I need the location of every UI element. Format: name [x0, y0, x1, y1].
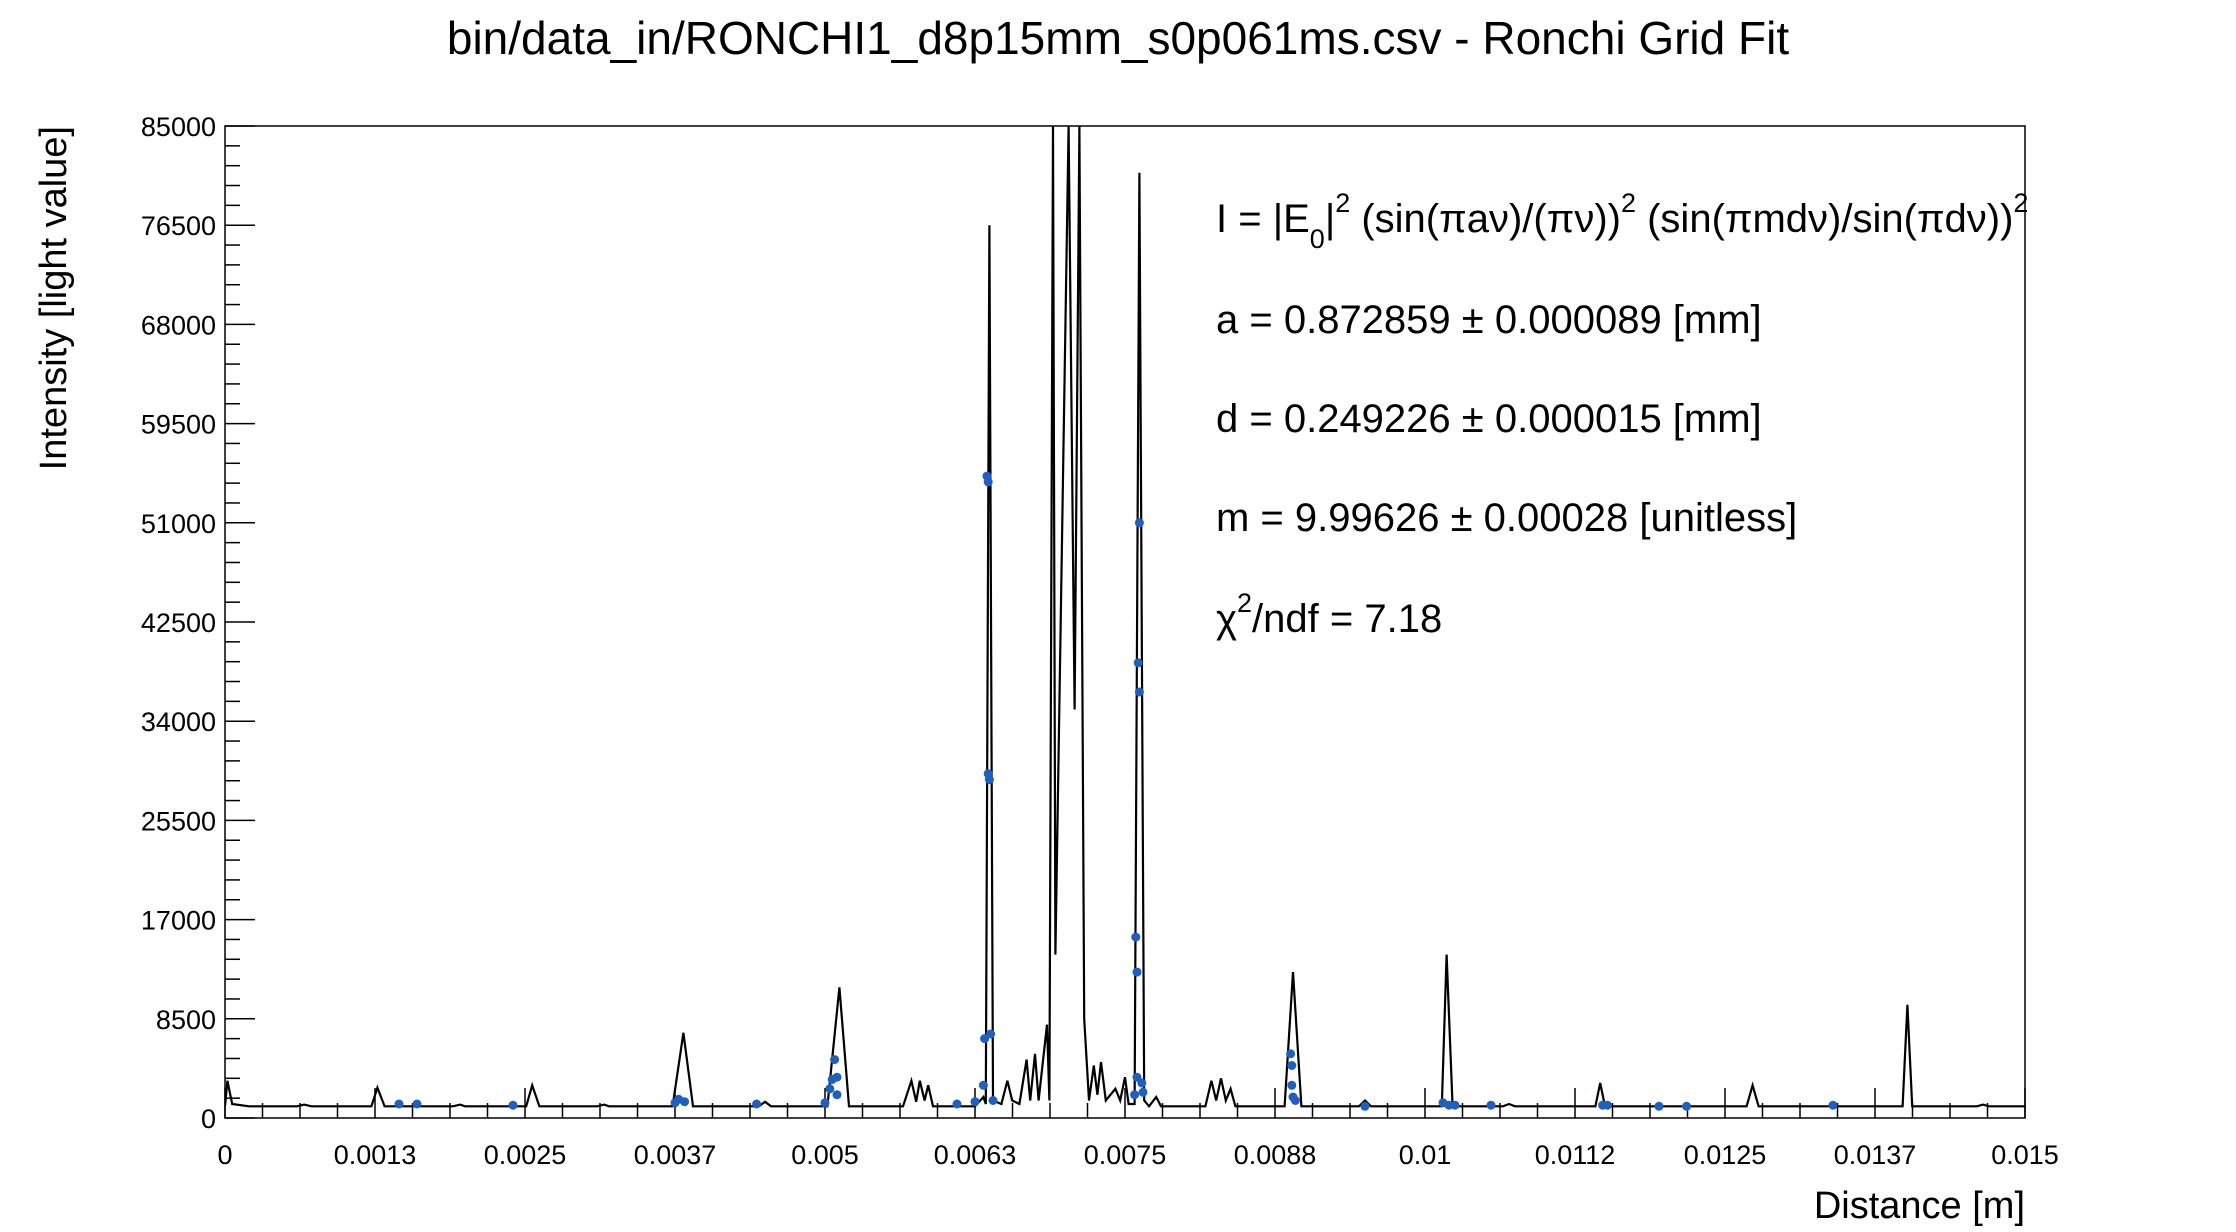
y-tick-label: 17000 — [141, 906, 216, 936]
fit-point — [983, 477, 993, 487]
fit-point — [1134, 518, 1144, 528]
fit-point — [825, 1084, 835, 1094]
fit-point — [1654, 1101, 1664, 1111]
y-tick-label: 8500 — [156, 1005, 216, 1035]
x-tick-label: 0.01 — [1399, 1140, 1452, 1170]
y-tick-label: 76500 — [141, 211, 216, 241]
fit-point — [952, 1099, 962, 1109]
fit-point — [1138, 1087, 1148, 1097]
param-m-label: m = 9.99626 ± 0.00028 [unitless] — [1216, 496, 1797, 540]
fit-point — [1137, 1078, 1147, 1088]
param-a-label: a = 0.872859 ± 0.000089 [mm] — [1216, 298, 1762, 342]
fit-point — [394, 1099, 404, 1109]
fit-point — [1360, 1101, 1370, 1111]
fit-point — [970, 1097, 980, 1107]
chi-square-label: χ2/ndf = 7.18 — [1216, 588, 1442, 641]
x-axis-title: Distance [m] — [1814, 1185, 2025, 1227]
x-tick-label: 0.0088 — [1234, 1140, 1317, 1170]
x-tick-label: 0.0037 — [634, 1140, 717, 1170]
fit-point — [1828, 1100, 1838, 1110]
fit-point — [1602, 1100, 1612, 1110]
fit-point — [988, 1096, 998, 1105]
fit-point — [752, 1099, 762, 1109]
fit-point — [1133, 658, 1143, 668]
x-tick-label: 0.0063 — [934, 1140, 1017, 1170]
fit-point — [984, 775, 994, 785]
fit-point — [986, 1029, 996, 1039]
plot-frame — [224, 125, 2026, 1119]
fit-point — [830, 1055, 840, 1065]
fit-point — [1286, 1049, 1296, 1059]
fit-point — [1287, 1061, 1297, 1070]
fit-point — [832, 1072, 842, 1082]
y-tick-label: 59500 — [141, 410, 216, 440]
fit-point — [832, 1090, 842, 1100]
y-tick-label: 0 — [201, 1104, 216, 1134]
y-tick-label: 25500 — [141, 806, 216, 836]
fit-point — [1130, 1090, 1140, 1100]
fit-point — [1450, 1100, 1460, 1110]
fit-point — [1287, 1080, 1297, 1090]
chart-title: bin/data_in/RONCHI1_d8p15mm_s0p061ms.csv… — [447, 12, 1789, 64]
data-series-line — [225, 126, 2025, 1109]
y-tick-label: 34000 — [141, 707, 216, 737]
x-tick-label: 0.0013 — [334, 1140, 417, 1170]
x-tick-label: 0.0075 — [1084, 1140, 1167, 1170]
fit-point — [1132, 967, 1142, 977]
x-tick-label: 0.0125 — [1684, 1140, 1767, 1170]
x-tick-label: 0.005 — [791, 1140, 859, 1170]
y-tick-label: 85000 — [141, 112, 216, 142]
x-tick-label: 0.0137 — [1834, 1140, 1917, 1170]
fit-point — [978, 1080, 988, 1090]
fit-point — [820, 1098, 830, 1108]
fit-point — [1290, 1096, 1300, 1105]
x-tick-label: 0 — [217, 1140, 232, 1170]
x-tick-label: 0.015 — [1991, 1140, 2059, 1170]
x-axis: 0 0.0013 0.0025 0.0037 0.005 0.0063 0.0075 0.00… — [217, 1088, 2059, 1170]
fit-point — [1486, 1100, 1496, 1110]
x-tick-label: 0.0112 — [1535, 1140, 1616, 1170]
y-axis-title: Intensity [light value] — [33, 126, 75, 470]
fit-point — [680, 1097, 690, 1107]
y-axis: 0 8500 17000 25500 34000 42500 51000 59500 68000… — [141, 112, 255, 1134]
x-tick-label: 0.0025 — [484, 1140, 567, 1170]
fit-point — [1682, 1101, 1692, 1111]
y-tick-label: 51000 — [141, 509, 216, 539]
fit-point — [508, 1100, 518, 1110]
formula-label: I = |E0|2 (sin(πaν)/(πν))2 (sin(πmdν)/si… — [1216, 188, 2028, 254]
y-tick-label: 42500 — [141, 608, 216, 638]
fit-annotations: I = |E0|2 (sin(πaν)/(πν))2 (sin(πmdν)/si… — [1216, 188, 2028, 641]
fit-point — [1134, 687, 1144, 697]
plot-area — [225, 126, 2025, 1111]
y-tick-label: 68000 — [141, 310, 216, 340]
fit-markers — [394, 471, 1838, 1111]
fit-point — [412, 1099, 422, 1109]
param-d-label: d = 0.249226 ± 0.000015 [mm] — [1216, 397, 1762, 441]
fit-point — [1131, 932, 1141, 942]
